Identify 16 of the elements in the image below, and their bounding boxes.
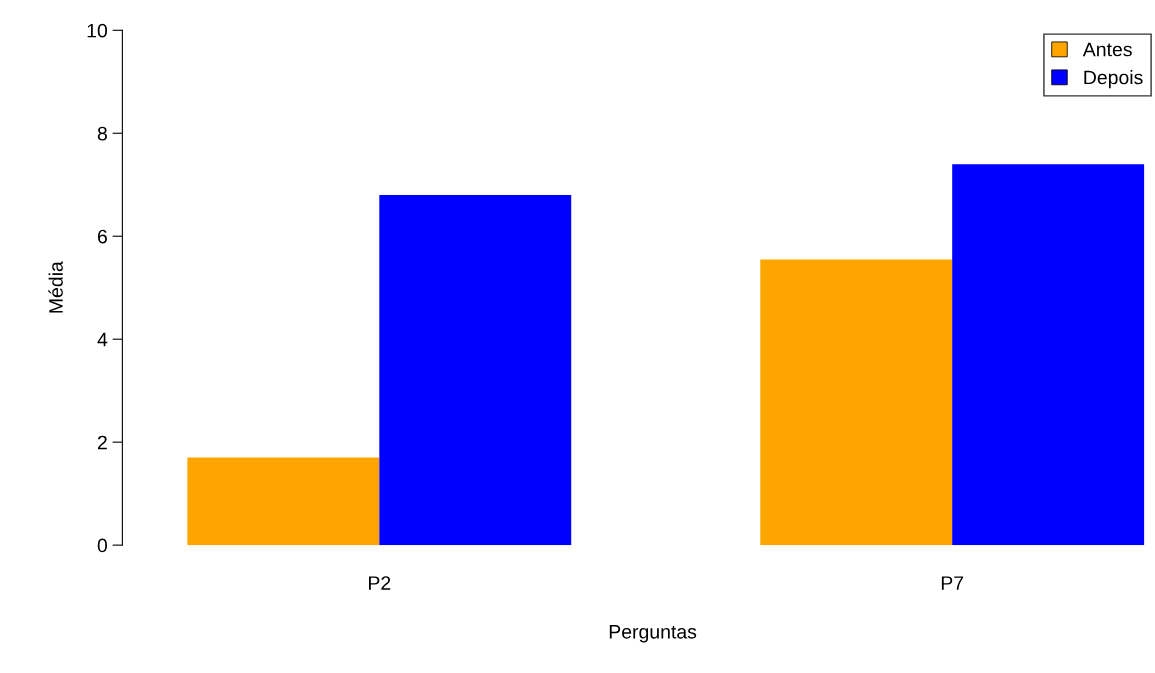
x-axis-title: Perguntas (609, 625, 697, 643)
legend-label: Depois (1084, 70, 1143, 89)
x-tick-label: P7 (941, 576, 964, 590)
y-tick-label: 10 (87, 23, 108, 38)
y-tick-label: 0 (97, 538, 108, 553)
x-tick-label: P2 (369, 576, 391, 590)
bar (187, 457, 380, 546)
y-axis-title: Média (48, 261, 63, 313)
y-tick-label: 4 (97, 332, 108, 347)
y-tick-label: 8 (97, 126, 107, 141)
bar (760, 259, 953, 546)
y-tick-label: 2 (97, 435, 107, 450)
y-tick-label: 6 (97, 229, 107, 244)
bar (379, 195, 572, 546)
bar (952, 164, 1145, 546)
legend-label: Antes (1082, 42, 1132, 57)
